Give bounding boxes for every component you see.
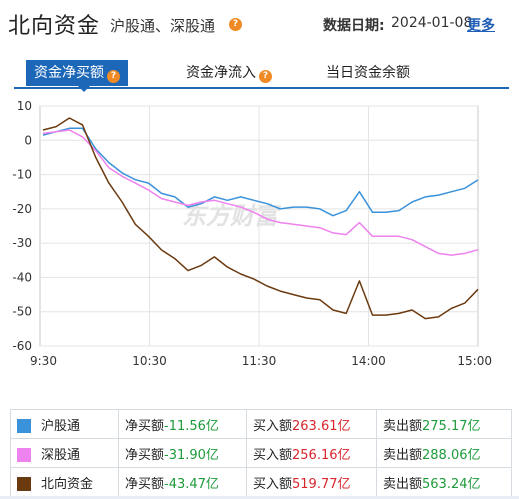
legend-series-name: 北向资金	[41, 476, 94, 492]
bottom-border	[0, 496, 519, 499]
buy-label: 买入额	[253, 418, 293, 434]
y-tick-label: -40	[12, 270, 32, 284]
legend-row: 沪股通 净买额-11.56亿 买入额263.61亿 卖出额275.17亿	[10, 409, 512, 439]
net-buy-value: -11.56亿	[164, 418, 219, 434]
legend-swatch	[17, 448, 31, 462]
legend-swatch	[17, 477, 31, 491]
buy-label: 买入额	[253, 476, 293, 492]
net-buy-label: 净买额	[125, 447, 165, 463]
y-tick-label: -50	[12, 305, 32, 319]
tab-daily-balance[interactable]: 当日资金余额	[326, 60, 410, 86]
legend-table: 沪股通 净买额-11.56亿 买入额263.61亿 卖出额275.17亿 深股通 净买额-…	[10, 409, 512, 497]
net-buy-value: -31.90亿	[164, 447, 219, 463]
page-title: 北向资金	[8, 14, 101, 39]
series-line-2	[42, 117, 479, 320]
legend-row: 北向资金 净买额-43.47亿 买入额519.77亿 卖出额563.24亿	[10, 467, 512, 497]
series-line-1	[42, 129, 479, 256]
buy-value: 263.61亿	[292, 418, 351, 434]
tab-net-inflow[interactable]: 资金净流入?	[186, 60, 272, 86]
active-tab-pointer	[78, 86, 90, 92]
sell-value: 288.06亿	[422, 447, 481, 463]
x-tick-label: 11:30	[242, 354, 277, 368]
x-tick-label: 10:30	[132, 354, 167, 368]
y-tick-label: 0	[24, 133, 32, 147]
buy-label: 买入额	[253, 447, 293, 463]
y-tick-label: -20	[12, 202, 32, 216]
x-tick-label: 14:00	[351, 354, 386, 368]
sell-label: 卖出额	[383, 418, 423, 434]
y-tick-label: -10	[12, 168, 32, 182]
watermark-logo: 东方财富	[182, 202, 282, 230]
tab-net-inflow-label: 资金净流入	[186, 65, 256, 81]
sell-label: 卖出额	[383, 476, 423, 492]
legend-swatch	[17, 419, 31, 433]
legend-series-name: 沪股通	[41, 418, 81, 434]
tab-bar: 资金净买额? 资金净流入? 当日资金余额	[0, 60, 519, 92]
sell-value: 275.17亿	[422, 418, 481, 434]
series-line-0	[42, 127, 479, 217]
tab-underline	[14, 87, 509, 89]
help-icon[interactable]: ?	[229, 18, 242, 31]
more-link[interactable]: 更多	[467, 18, 495, 34]
buy-value: 256.16亿	[292, 447, 351, 463]
x-tick-label: 15:00	[457, 354, 492, 368]
date-label: 数据日期:	[323, 18, 385, 34]
net-buy-label: 净买额	[125, 418, 165, 434]
sell-label: 卖出额	[383, 447, 423, 463]
x-tick-label: 9:30	[30, 354, 57, 368]
date-value: 2024-01-08	[391, 15, 473, 31]
header: 北向资金 沪股通、深股通 ? 数据日期: 2024-01-08 更多	[0, 0, 519, 48]
tab-net-buy-label: 资金净买额	[34, 65, 104, 81]
legend-row: 深股通 净买额-31.90亿 买入额256.16亿 卖出额288.06亿	[10, 438, 512, 468]
help-icon[interactable]: ?	[259, 70, 272, 83]
tab-net-buy[interactable]: 资金净买额?	[26, 60, 128, 86]
y-tick-label: -60	[12, 339, 32, 353]
y-tick-label: -30	[12, 236, 32, 250]
buy-value: 519.77亿	[292, 476, 351, 492]
tab-daily-balance-label: 当日资金余额	[326, 65, 410, 81]
sell-value: 563.24亿	[422, 476, 481, 492]
net-buy-chart: 10 0 -10 -20 -30 -40 -50 -609:30 10:30 11:30 14:00…	[12, 99, 492, 368]
net-buy-value: -43.47亿	[164, 476, 219, 492]
y-tick-label: 10	[17, 99, 32, 113]
legend-series-name: 深股通	[41, 447, 81, 463]
help-icon[interactable]: ?	[107, 70, 120, 83]
page-subtitle: 沪股通、深股通	[110, 17, 216, 35]
net-buy-label: 净买额	[125, 476, 165, 492]
